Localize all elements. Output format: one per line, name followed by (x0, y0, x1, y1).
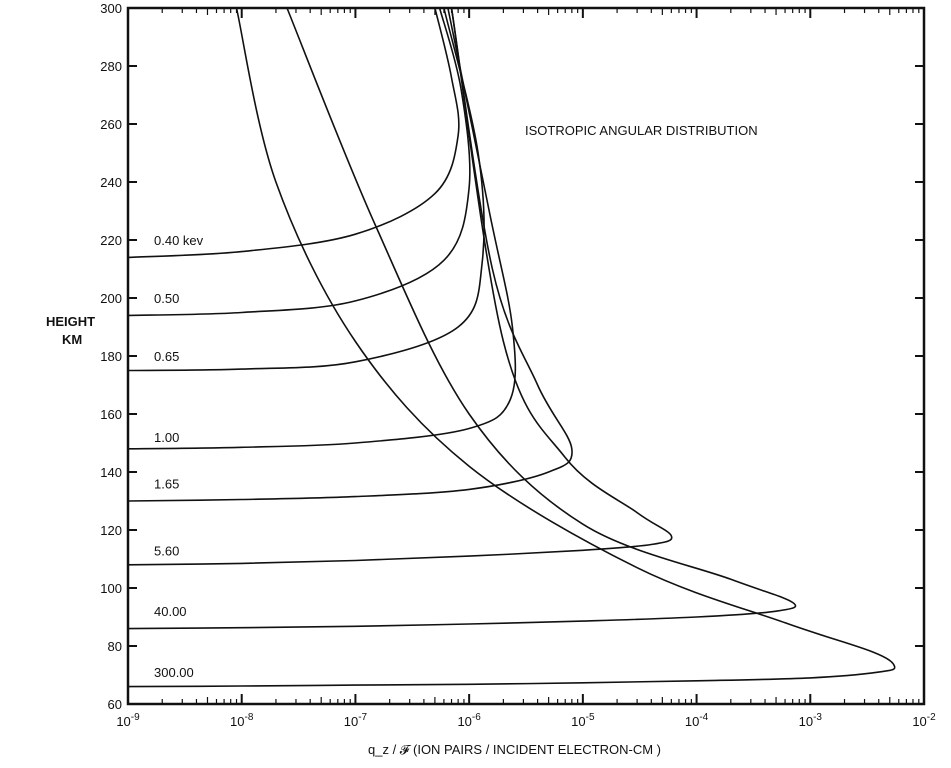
x-tick-base: 10 (571, 714, 585, 729)
series-label: 0.40 kev (154, 233, 204, 248)
y-tick-label: 140 (100, 465, 122, 480)
y-axis-label-line1: HEIGHT (46, 314, 95, 329)
x-tick-exponent: -5 (586, 712, 595, 723)
series-label: 0.65 (154, 349, 179, 364)
series-label: 5.60 (154, 543, 179, 558)
y-tick-label: 180 (100, 349, 122, 364)
x-tick-base: 10 (912, 714, 926, 729)
y-tick-label: 280 (100, 59, 122, 74)
y-tick-label: 200 (100, 291, 122, 306)
x-tick-label: 10-8 (230, 712, 254, 729)
x-tick-base: 10 (230, 714, 244, 729)
y-tick-label: 80 (108, 639, 122, 654)
series-curve (127, 7, 797, 630)
series-curve (127, 7, 485, 372)
series-label: 300.00 (154, 665, 194, 680)
x-tick-exponent: -9 (131, 712, 140, 723)
x-tick-label: 10-2 (912, 712, 936, 729)
x-tick-label: 10-4 (685, 712, 709, 729)
series-label: 40.00 (154, 604, 187, 619)
y-tick-label: 260 (100, 117, 122, 132)
x-tick-label: 10-6 (457, 712, 481, 729)
x-tick-label: 10-3 (799, 712, 823, 729)
x-tick-base: 10 (799, 714, 813, 729)
y-tick-label: 220 (100, 233, 122, 248)
series-curve (127, 7, 471, 317)
y-tick-label: 120 (100, 523, 122, 538)
y-axis-label-line2: KM (62, 332, 82, 347)
plot-frame (126, 6, 926, 706)
series-label: 1.00 (154, 430, 179, 445)
series-curve (127, 7, 573, 502)
x-tick-base: 10 (344, 714, 358, 729)
series-label: 1.65 (154, 477, 179, 492)
y-axis: 60 80 100 120 140 160 180 200 220 240 260 280 300 (100, 1, 924, 712)
series-curve (127, 7, 896, 688)
y-tick-label: 60 (108, 697, 122, 712)
x-tick-exponent: -4 (699, 712, 708, 723)
series-curve (127, 7, 517, 450)
x-tick-base: 10 (116, 714, 130, 729)
curve-labels: 0.40 kev 0.50 0.65 1.00 1.65 5.60 40.00 300.00 (154, 233, 204, 680)
x-tick-exponent: -6 (472, 712, 481, 723)
y-tick-label: 100 (100, 581, 122, 596)
y-tick-label: 160 (100, 407, 122, 422)
series-curve (127, 7, 460, 259)
x-tick-exponent: -8 (244, 712, 253, 723)
series-label: 0.50 (154, 291, 179, 306)
x-tick-exponent: -2 (927, 712, 936, 723)
x-axis: 10-9 10-8 10-7 10-6 10-5 10-4 10-3 10-2 (116, 8, 936, 729)
curves (127, 7, 896, 688)
y-tick-label: 240 (100, 175, 122, 190)
annotation: ISOTROPIC ANGULAR DISTRIBUTION (525, 123, 758, 138)
y-tick-label: 300 (100, 1, 122, 16)
x-tick-exponent: -7 (358, 712, 367, 723)
x-tick-label: 10-5 (571, 712, 595, 729)
x-tick-label: 10-9 (116, 712, 140, 729)
x-tick-base: 10 (685, 714, 699, 729)
x-tick-base: 10 (457, 714, 471, 729)
x-axis-label: q_z / 𝓕 (ION PAIRS / INCIDENT ELECTRON-C… (368, 742, 661, 757)
series-curve (127, 7, 673, 566)
x-tick-label: 10-7 (344, 712, 368, 729)
x-tick-exponent: -3 (813, 712, 822, 723)
